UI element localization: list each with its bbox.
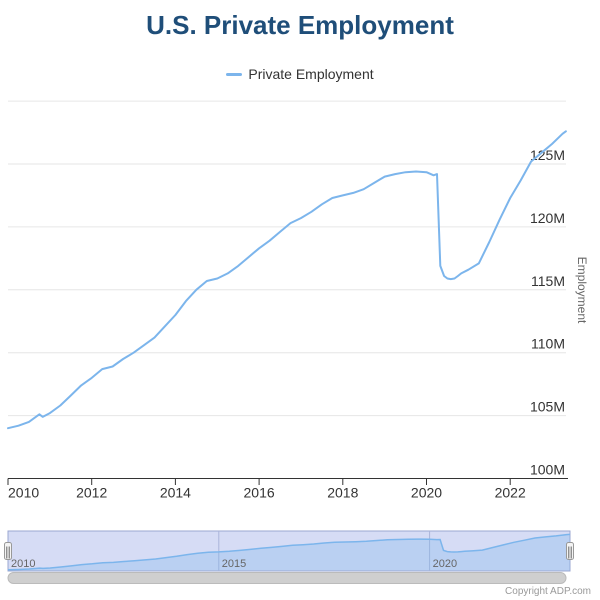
navigator-series-line — [7, 533, 571, 571]
credits-link[interactable]: Copyright ADP.com — [505, 586, 591, 597]
y-axis-label: 115M — [531, 273, 565, 289]
y-axis-label: 125M — [530, 147, 565, 163]
y-axis-title: Employment — [575, 257, 589, 324]
x-axis-label: 2014 — [160, 485, 191, 501]
y-axis-label: 100M — [530, 462, 565, 478]
x-axis-label: 2018 — [327, 485, 358, 501]
employment-series-line[interactable] — [7, 130, 567, 430]
legend-item-private-employment[interactable]: Private Employment — [0, 66, 600, 82]
x-axis-label: 2010 — [8, 485, 39, 501]
x-axis-label: 2016 — [244, 485, 275, 501]
legend-line-marker-icon — [226, 72, 243, 76]
legend-label: Private Employment — [248, 66, 374, 82]
y-axis-label: 110M — [531, 336, 565, 352]
x-axis-label: 2012 — [76, 485, 107, 501]
x-axis-label: 2020 — [411, 485, 442, 501]
navigator-handle-right-body[interactable] — [566, 542, 574, 560]
navigator-handle-left[interactable] — [4, 542, 12, 560]
navigator-axis-label: 2010 — [11, 558, 35, 570]
navigator-axis-label: 2015 — [222, 558, 246, 570]
navigator-handle-left-body[interactable] — [4, 542, 12, 560]
scrollbar-thumb[interactable] — [7, 572, 567, 584]
y-axis-label: 105M — [530, 399, 565, 415]
navigator-series-area — [8, 534, 570, 571]
x-axis-label: 2022 — [495, 485, 526, 501]
navigator-handle-right[interactable] — [566, 542, 574, 560]
navigator-axis-label: 2020 — [433, 558, 457, 570]
chart-title: U.S. Private Employment — [146, 10, 454, 40]
y-axis-label: 120M — [530, 210, 565, 226]
